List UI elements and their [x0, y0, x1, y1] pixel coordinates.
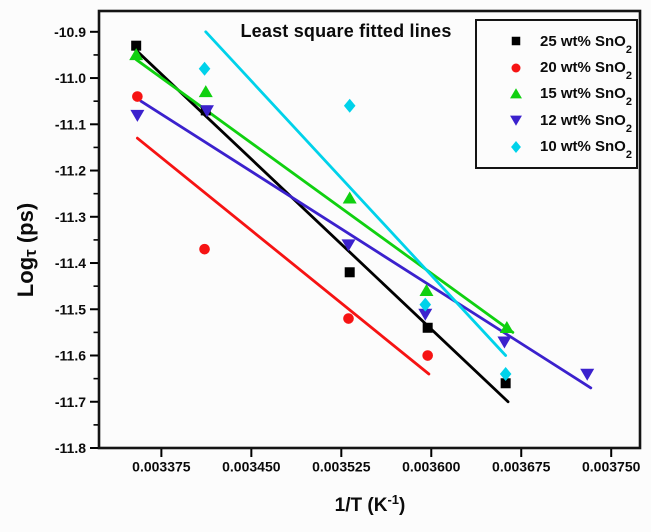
- chart-title: Least square fitted lines: [240, 21, 452, 41]
- plot-frame: [97, 9, 642, 450]
- marker-circle: [132, 91, 143, 102]
- marker-diamond: [499, 367, 512, 382]
- fit-line-122wt: [139, 99, 593, 390]
- legend-label: 10 wt% SnO2: [540, 138, 632, 161]
- marker-triangle-up: [510, 88, 522, 99]
- marker-circle: [343, 313, 354, 324]
- marker-square: [422, 322, 433, 333]
- legend-label-subscript: 2: [625, 70, 632, 83]
- x-tick-label: 0.003750: [582, 459, 641, 475]
- y-axis-label: Logτ (ps): [13, 140, 43, 360]
- legend-label-subscript: 2: [625, 149, 632, 162]
- marker-triangle-down: [497, 336, 512, 349]
- y-tick-label: -11.6: [55, 348, 86, 364]
- marker-circle: [199, 243, 210, 255]
- x-tick-label: 0.003375: [132, 459, 191, 475]
- legend-label-subscript: 2: [625, 96, 632, 109]
- x-tick-label: 0.003600: [402, 459, 461, 475]
- legend-label-text: 15 wt% SnO: [540, 85, 626, 103]
- x-tick-label: 0.003450: [222, 459, 281, 475]
- legend-item: 25 wt% SnO2: [507, 32, 636, 56]
- marker-square: [344, 267, 355, 278]
- y-tick-label: -11.0: [55, 70, 86, 86]
- marker-triangle-up: [419, 283, 434, 296]
- legend-label-text: 10 wt% SnO: [540, 138, 626, 156]
- legend-diamond-icon: [511, 140, 521, 153]
- legend: 25 wt% SnO2 20 wt% SnO2 15 wt% SnO2 12 wt% …: [475, 19, 638, 169]
- marker-triangle-down: [510, 115, 522, 127]
- x-axis-label-superscript: -1: [387, 492, 399, 507]
- x-axis-label: 1/T (K-1): [220, 492, 520, 517]
- x-axis-label-text: 1/T (K: [334, 495, 388, 516]
- marker-triangle-up: [198, 85, 213, 98]
- legend-label: 12 wt% SnO2: [540, 111, 632, 135]
- y-axis-label-units: (ps): [13, 202, 38, 250]
- marker-triangle-up: [342, 191, 357, 204]
- marker-circle: [422, 350, 433, 361]
- marker-triangle-down: [130, 109, 145, 122]
- marker-square: [511, 37, 521, 46]
- legend-item: 10 wt% SnO2: [507, 138, 636, 161]
- marker-triangle-up: [129, 48, 144, 61]
- legend-circle-icon: [511, 63, 521, 73]
- marker-triangle-down: [418, 308, 433, 321]
- marker-diamond: [343, 98, 356, 113]
- y-tick-label: -10.9: [54, 24, 86, 40]
- y-tick-label: -11.7: [55, 394, 86, 410]
- x-tick-label: 0.003525: [312, 459, 371, 475]
- x-tick-label: 0.003675: [492, 459, 551, 475]
- marker-diamond: [198, 61, 211, 76]
- fit-line-202wt: [135, 136, 431, 376]
- marker-triangle-down: [580, 368, 595, 381]
- legend-label-text: 12 wt% SnO: [540, 111, 626, 129]
- marker-square: [131, 40, 142, 51]
- legend-item: 20 wt% SnO2: [507, 59, 636, 82]
- marker-square: [500, 378, 511, 389]
- legend-item: 12 wt% SnO2: [507, 111, 636, 135]
- legend-label-text: 20 wt% SnO: [540, 59, 626, 77]
- legend-label: 15 wt% SnO2: [540, 85, 632, 108]
- marker-triangle-down: [341, 239, 356, 252]
- legend-triangle-down-icon: [510, 115, 522, 127]
- y-axis-label-tau: τ: [21, 249, 40, 257]
- x-axis-label-close: ): [399, 495, 406, 516]
- marker-diamond: [419, 297, 432, 312]
- y-tick-label: -11.4: [55, 255, 86, 271]
- marker-triangle-down: [199, 105, 214, 118]
- y-tick-label: -11.8: [55, 440, 86, 456]
- legend-label: 20 wt% SnO2: [540, 59, 632, 82]
- y-tick-label: -11.2: [55, 163, 86, 179]
- legend-label-subscript: 2: [625, 122, 632, 135]
- marker-circle: [511, 63, 521, 73]
- legend-square-icon: [511, 37, 521, 46]
- fit-line-152wt: [134, 58, 515, 334]
- marker-triangle-up: [499, 320, 514, 333]
- fit-line-252wt: [134, 48, 510, 404]
- y-tick-label: -11.3: [55, 209, 86, 225]
- y-axis-label-text: Log: [13, 256, 38, 298]
- marker-diamond: [511, 140, 521, 153]
- legend-label-subscript: 2: [625, 43, 632, 56]
- legend-item: 15 wt% SnO2: [507, 85, 636, 108]
- y-tick-label: -11.1: [55, 116, 86, 132]
- fit-line-102wt: [204, 30, 508, 357]
- legend-triangle-up-icon: [510, 88, 522, 99]
- y-tick-label: -11.5: [55, 301, 86, 317]
- legend-label: 25 wt% SnO2: [540, 32, 632, 56]
- legend-label-text: 25 wt% SnO: [540, 32, 626, 50]
